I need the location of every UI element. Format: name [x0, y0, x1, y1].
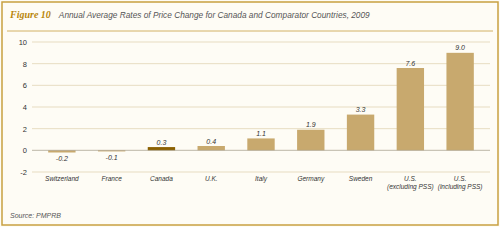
- bar: [446, 53, 473, 151]
- subtitle: Annual Average Rates of Price Change for…: [58, 10, 370, 20]
- data-label: 1.1: [256, 130, 266, 137]
- x-tick-label: U.K.: [205, 175, 218, 182]
- y-tick-label: 6: [23, 81, 27, 90]
- x-tick-label: U.S.(excluding PSS): [387, 175, 434, 191]
- grid-line: [32, 63, 490, 64]
- chart: Figure 10 Annual Average Rates of Price C…: [0, 0, 500, 227]
- annotation: Source: PMPRB: [10, 212, 61, 219]
- y-tick-label: 0: [23, 146, 27, 155]
- data-label: 0.3: [157, 139, 167, 146]
- y-tick-label: 4: [23, 103, 27, 112]
- x-tick-label: U.S.(including PSS): [438, 175, 483, 191]
- bar: [247, 138, 274, 150]
- bar: [198, 146, 225, 150]
- bar: [148, 147, 175, 150]
- x-tick-label: Sweden: [349, 175, 373, 182]
- zero-line: [32, 150, 490, 151]
- data-label: 3.3: [356, 106, 366, 113]
- data-label: 7.6: [405, 60, 415, 67]
- title: Figure 10: [9, 9, 51, 20]
- data-label: -0.2: [56, 155, 68, 162]
- grid-line: [32, 42, 490, 43]
- chart-container: Figure 10 Annual Average Rates of Price C…: [0, 0, 500, 227]
- y-tick-label: 8: [23, 60, 27, 69]
- x-tick-label: Switzerland: [45, 175, 79, 182]
- y-tick-label: -2: [20, 168, 27, 177]
- grid: [32, 42, 490, 172]
- y-tick-label: 10: [19, 38, 27, 47]
- bar: [347, 115, 374, 151]
- bar: [48, 150, 75, 152]
- x-tick-label: Italy: [255, 175, 268, 183]
- y-tick-label: 2: [23, 125, 27, 134]
- x-tick-label: Germany: [297, 175, 324, 183]
- bars: [48, 53, 474, 153]
- title-rule: [7, 31, 493, 32]
- background: [0, 0, 500, 227]
- data-label: 9.0: [455, 44, 465, 51]
- border: [2, 2, 498, 225]
- grid-line: [32, 172, 490, 173]
- data-label: -0.1: [106, 154, 118, 161]
- x-tick-label: Canada: [150, 175, 173, 182]
- bar: [297, 130, 324, 151]
- x-tick-label: France: [102, 175, 123, 182]
- bar: [397, 68, 424, 150]
- data-label: 0.4: [206, 138, 216, 145]
- data-label: 1.9: [306, 121, 316, 128]
